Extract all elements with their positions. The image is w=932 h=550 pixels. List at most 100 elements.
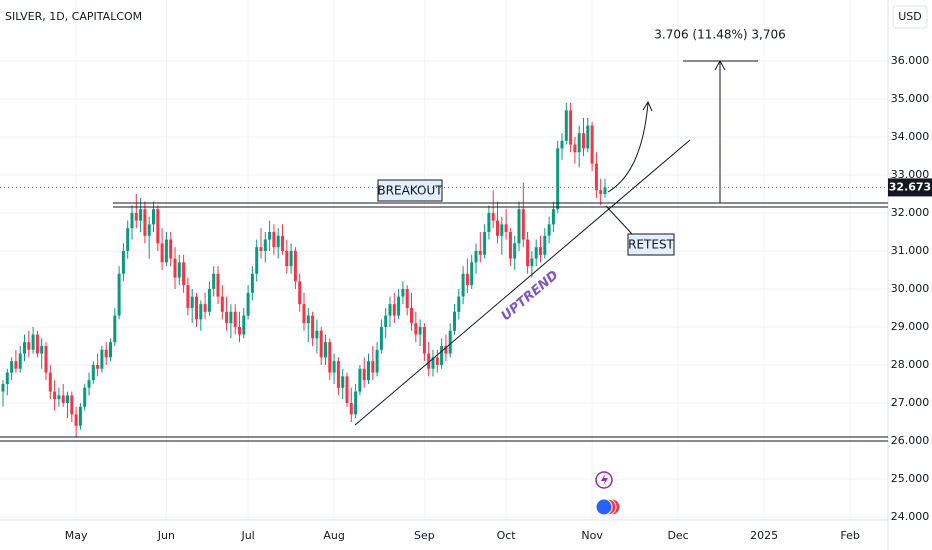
- candle-body: [362, 368, 366, 381]
- candle-body: [246, 292, 250, 316]
- chart-title: SILVER, 1D, CAPITALCOM: [5, 10, 142, 23]
- x-tick-label: Aug: [323, 529, 344, 542]
- candle-body: [427, 353, 431, 369]
- candle-body: [349, 402, 353, 415]
- candle-body: [328, 342, 332, 373]
- candle-body: [453, 311, 456, 331]
- candle-body: [504, 224, 508, 232]
- y-tick-label: 34.000: [891, 130, 930, 143]
- candle-body: [169, 239, 173, 259]
- candle-body: [388, 304, 392, 316]
- candle-body: [152, 209, 155, 225]
- candle-body: [332, 361, 336, 373]
- candle-body: [414, 323, 418, 335]
- retest-pointer: [605, 205, 633, 235]
- currency-box[interactable]: [892, 5, 928, 29]
- candle-body: [358, 368, 362, 392]
- candle-body: [306, 315, 310, 324]
- candle-body: [83, 387, 87, 407]
- candle-body: [345, 376, 349, 403]
- candle-body: [496, 220, 499, 236]
- candle-body: [311, 315, 315, 339]
- candle-body: [478, 250, 482, 255]
- candle-body: [491, 212, 495, 221]
- candle-body: [461, 273, 465, 297]
- candle-body: [285, 250, 289, 267]
- candle-body: [121, 250, 125, 274]
- candle-body: [483, 231, 487, 255]
- y-tick-label: 26.000: [891, 434, 930, 447]
- candle-body: [547, 224, 551, 236]
- candle-body: [530, 258, 534, 267]
- last-price-box: [888, 178, 932, 197]
- candle-body: [182, 262, 186, 286]
- x-tick-label: Nov: [581, 529, 603, 542]
- candle-body: [96, 364, 100, 369]
- candle-body: [422, 326, 426, 354]
- candle-body: [70, 395, 74, 415]
- candle-body: [255, 247, 259, 274]
- candle-body: [470, 262, 474, 286]
- breakout-label: BREAKOUT: [377, 184, 443, 198]
- candle-body: [190, 296, 194, 308]
- candle-body: [203, 304, 207, 312]
- candle-body: [5, 372, 9, 384]
- candle-body: [379, 326, 383, 350]
- candle-body: [242, 315, 246, 335]
- candle-body: [590, 125, 594, 164]
- candle-body: [91, 364, 95, 381]
- x-tick-label: Sep: [414, 529, 435, 542]
- candle-body: [487, 212, 491, 232]
- candle-body: [582, 133, 585, 149]
- candle-body: [44, 345, 48, 373]
- candle-body: [465, 273, 469, 286]
- candle-body: [367, 361, 370, 381]
- candle-body: [14, 361, 18, 369]
- candle-body: [31, 334, 35, 350]
- candle-body: [250, 273, 254, 293]
- candle-body: [375, 349, 379, 373]
- candle-body: [410, 307, 413, 324]
- candle-body: [289, 250, 293, 267]
- candle-body: [517, 209, 521, 244]
- candle-body: [78, 406, 82, 426]
- candle-body: [229, 311, 233, 324]
- candle-body: [164, 239, 168, 263]
- candle-body: [401, 288, 405, 297]
- candle-body: [569, 110, 573, 145]
- event-icon[interactable]: [595, 498, 613, 516]
- candle-body: [10, 361, 14, 373]
- candle-body: [186, 285, 190, 308]
- x-tick-label: Jun: [157, 529, 175, 542]
- candle-body: [319, 330, 323, 358]
- candle-body: [48, 372, 52, 392]
- candles: [1, 102, 607, 438]
- candle-body: [113, 315, 117, 343]
- candle-body: [238, 326, 241, 335]
- y-tick-label: 27.000: [891, 396, 930, 409]
- candle-body: [177, 262, 181, 278]
- candle-body: [341, 376, 345, 388]
- candle-body: [444, 345, 448, 354]
- candle-body: [440, 345, 444, 365]
- candle-body: [586, 125, 590, 149]
- candle-body: [143, 209, 147, 236]
- candle-body: [216, 273, 220, 297]
- candle-body: [392, 304, 396, 316]
- candle-body: [594, 163, 598, 191]
- candle-body: [109, 342, 112, 358]
- candle-body: [23, 342, 26, 354]
- candle-body: [272, 231, 276, 248]
- candle-body: [74, 414, 78, 426]
- x-tick-label: Jul: [240, 529, 254, 542]
- candle-body: [225, 311, 229, 324]
- candle-body: [508, 231, 512, 259]
- uptrend-line: [354, 139, 691, 426]
- candle-body: [560, 140, 564, 149]
- candle-body: [263, 239, 267, 251]
- candle-body: [418, 326, 422, 335]
- arrow-head: [642, 100, 653, 112]
- candle-body: [173, 258, 177, 278]
- candle-body: [448, 330, 452, 354]
- candle-body: [599, 190, 603, 194]
